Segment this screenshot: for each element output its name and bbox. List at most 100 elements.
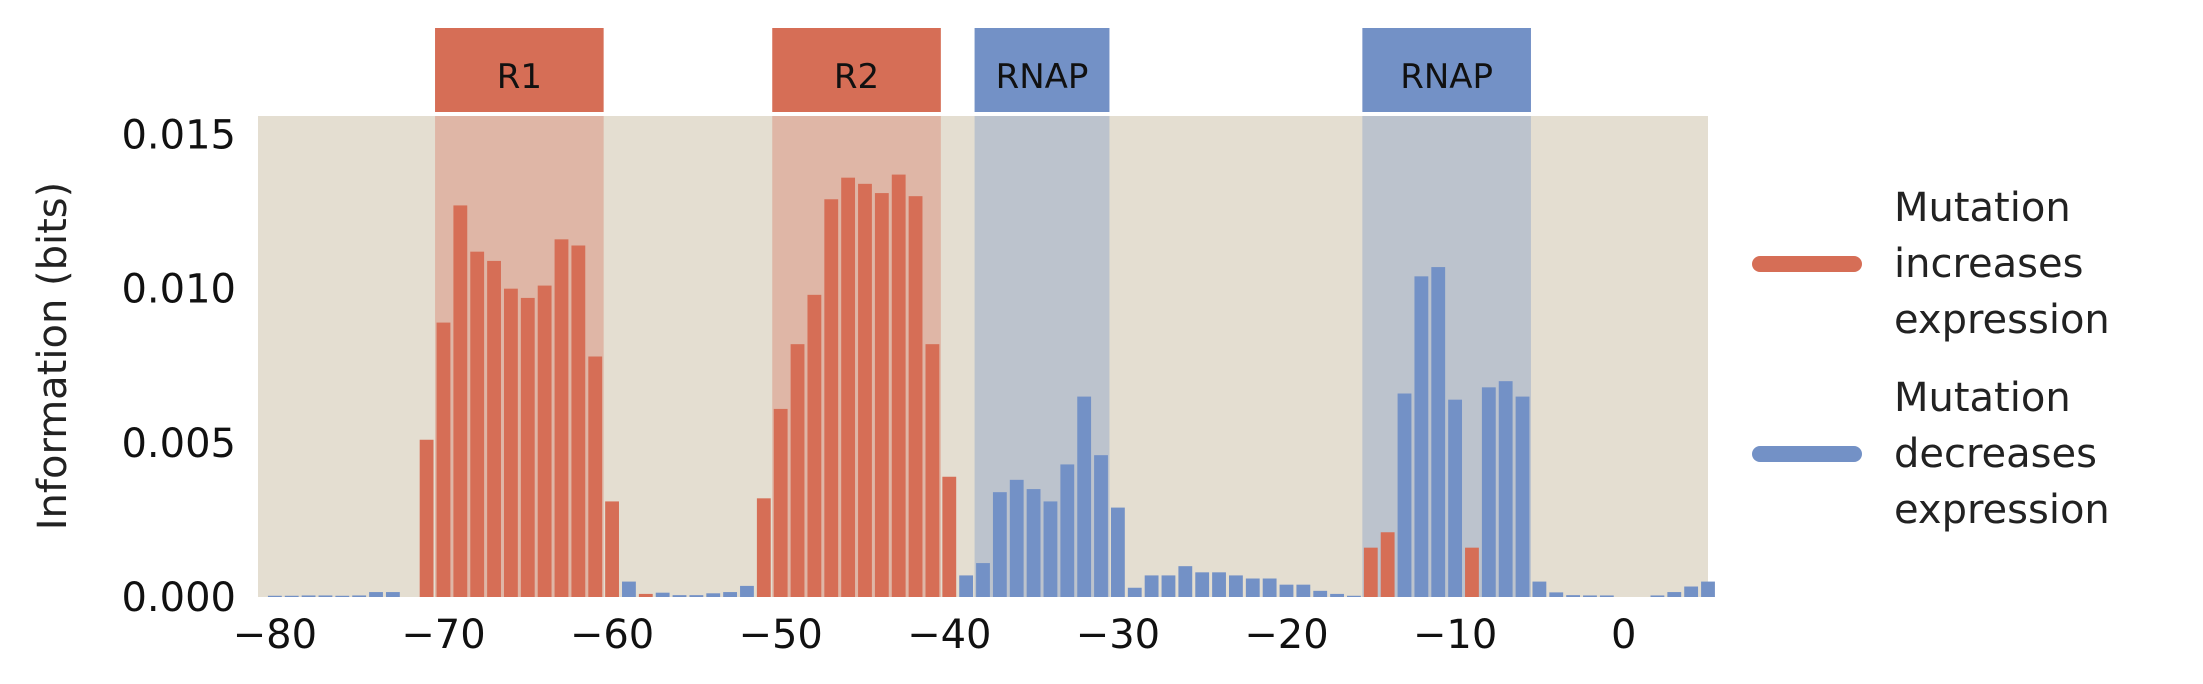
- bar-0: [267, 595, 282, 597]
- bar-46: [1060, 464, 1075, 597]
- region-box-3: [1362, 28, 1531, 112]
- x-tick-label: −50: [738, 612, 822, 658]
- bar-10: [453, 205, 468, 597]
- y-tick-label: 0.005: [121, 421, 236, 467]
- x-tick-label: −30: [1076, 612, 1160, 658]
- bar-52: [1161, 575, 1176, 597]
- region-label-2: RNAP: [996, 57, 1089, 97]
- bar-24: [689, 595, 704, 597]
- region-box-1: [772, 28, 941, 112]
- legend-swatch-increases: [1752, 256, 1862, 272]
- region-label-3: RNAP: [1400, 57, 1493, 97]
- bar-25: [706, 593, 721, 597]
- legend: Mutation increases expression Mutation d…: [1752, 180, 2192, 560]
- bar-6: [369, 592, 383, 597]
- bar-1: [284, 595, 299, 597]
- y-tick-label: 0.010: [121, 267, 236, 313]
- bar-55: [1212, 572, 1226, 597]
- bar-48: [1094, 455, 1108, 597]
- bar-68: [1431, 267, 1446, 597]
- bar-73: [1515, 396, 1530, 597]
- bar-53: [1178, 566, 1193, 597]
- region-labels: R1 R2 RNAP RNAP: [435, 28, 1531, 112]
- bar-38: [925, 344, 940, 597]
- bar-34: [858, 183, 872, 598]
- y-axis-label: Information (bits): [30, 182, 76, 531]
- bar-26: [723, 592, 738, 597]
- bar-72: [1498, 381, 1513, 597]
- bar-42: [992, 492, 1007, 597]
- region-label-0: R1: [497, 57, 542, 97]
- x-tick-label: −70: [401, 612, 485, 658]
- x-tick-label: −60: [570, 612, 654, 658]
- bar-80: [1667, 592, 1682, 597]
- bar-3: [318, 595, 333, 597]
- bar-56: [1228, 575, 1243, 597]
- bar-81: [1684, 586, 1699, 597]
- x-tick-label: −20: [1244, 612, 1328, 658]
- bar-62: [1330, 593, 1344, 597]
- bar-64: [1363, 547, 1378, 597]
- bar-54: [1195, 572, 1210, 597]
- bar-29: [773, 408, 788, 597]
- bar-43: [1009, 479, 1024, 597]
- bar-44: [1026, 489, 1041, 597]
- bar-31: [807, 294, 822, 597]
- bar-14: [520, 297, 535, 597]
- bar-49: [1110, 507, 1125, 597]
- bar-77: [1583, 595, 1597, 597]
- bar-28: [756, 498, 771, 597]
- bar-74: [1532, 581, 1547, 597]
- bar-67: [1414, 276, 1429, 597]
- legend-label-decreases: Mutation decreases expression: [1894, 375, 2110, 533]
- bar-40: [959, 575, 974, 597]
- bar-61: [1313, 590, 1328, 597]
- y-axis-ticks: 0.000 0.005 0.010 0.015: [121, 113, 236, 622]
- x-tick-label: −40: [907, 612, 991, 658]
- bar-69: [1448, 399, 1463, 597]
- bar-22: [655, 592, 670, 597]
- bar-39: [942, 476, 957, 597]
- bar-76: [1566, 595, 1581, 597]
- bar-8: [419, 439, 434, 597]
- bar-60: [1296, 584, 1311, 597]
- bar-50: [1127, 587, 1142, 597]
- legend-entry-increases: Mutation increases expression: [1752, 180, 2192, 348]
- bar-36: [891, 174, 906, 598]
- bar-82: [1701, 581, 1715, 597]
- bar-59: [1279, 584, 1294, 597]
- region-box-0: [435, 28, 604, 112]
- bar-21: [638, 593, 653, 597]
- bar-30: [790, 344, 805, 597]
- x-tick-label: −10: [1413, 612, 1497, 658]
- y-tick-label: 0.000: [121, 575, 236, 621]
- bar-5: [352, 595, 367, 597]
- bar-2: [301, 595, 316, 597]
- bar-13: [503, 288, 518, 597]
- bar-65: [1380, 532, 1395, 597]
- bar-15: [537, 285, 552, 597]
- bar-17: [571, 245, 586, 597]
- bar-9: [436, 322, 451, 597]
- bar-71: [1481, 387, 1496, 597]
- bar-35: [874, 193, 889, 598]
- bar-51: [1144, 575, 1159, 597]
- bar-45: [1043, 501, 1058, 597]
- region-box-2: [974, 28, 1110, 112]
- bar-41: [976, 563, 990, 597]
- x-tick-label: −80: [233, 612, 317, 658]
- bar-57: [1245, 578, 1260, 597]
- bar-79: [1650, 595, 1665, 597]
- bar-7: [385, 592, 400, 597]
- bar-23: [672, 595, 687, 597]
- bar-16: [554, 239, 569, 598]
- region-label-1: R2: [834, 57, 879, 97]
- bar-32: [824, 199, 839, 597]
- bar-47: [1077, 396, 1092, 597]
- bar-37: [908, 196, 923, 597]
- bars: [267, 174, 1715, 598]
- bar-58: [1262, 578, 1277, 597]
- legend-entry-decreases: Mutation decreases expression: [1752, 370, 2192, 538]
- y-tick-label: 0.015: [121, 113, 236, 159]
